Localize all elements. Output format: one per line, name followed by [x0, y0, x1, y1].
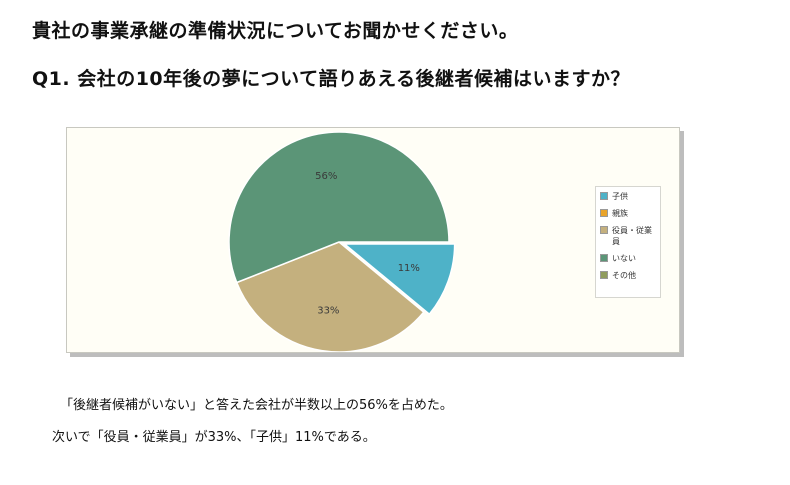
legend-swatch-1: [600, 209, 608, 217]
legend-swatch-3: [600, 254, 608, 262]
pie-slices: [228, 131, 456, 352]
pie-label-2: 33%: [317, 305, 339, 316]
legend-item-4: その他: [600, 270, 660, 281]
pie-labels: 11% 33% 56%: [315, 171, 420, 316]
legend-label-1: 親族: [612, 209, 628, 218]
legend-item-1: 親族: [600, 208, 660, 219]
legend-label-0: 子供: [612, 192, 628, 201]
legend-swatch-4: [600, 271, 608, 279]
legend-label-2: 役員・従業員: [612, 226, 652, 246]
pie-label-0: 11%: [398, 263, 420, 274]
pie-slice-3: [228, 131, 450, 284]
summary-line-1: 「後継者候補がいない」と答えた会社が半数以上の56%を占めた。: [60, 398, 453, 413]
summary-line-2: 次いで「役員・従業員」が33%、「子供」11%である。: [52, 430, 376, 445]
legend-label-4: その他: [612, 271, 636, 280]
pie-chart: 11% 33% 56%: [228, 131, 456, 352]
pie-chart-panel: 11% 33% 56% 子供親族役員・従業員いないその他: [66, 127, 680, 353]
page-title: 貴社の事業承継の準備状況についてお聞かせください。: [32, 20, 519, 42]
legend-item-3: いない: [600, 253, 660, 264]
legend-item-2: 役員・従業員: [600, 225, 660, 247]
question-title: Q1. 会社の10年後の夢について語りあえる後継者候補はいますか？: [32, 68, 631, 90]
legend-swatch-2: [600, 226, 608, 234]
legend-swatch-0: [600, 192, 608, 200]
pie-slice-0: [342, 243, 456, 316]
legend-item-0: 子供: [600, 191, 660, 202]
chart-legend: 子供親族役員・従業員いないその他: [595, 186, 661, 298]
pie-slice-2: [235, 241, 425, 352]
legend-label-3: いない: [612, 254, 636, 263]
pie-label-3: 56%: [315, 171, 337, 182]
